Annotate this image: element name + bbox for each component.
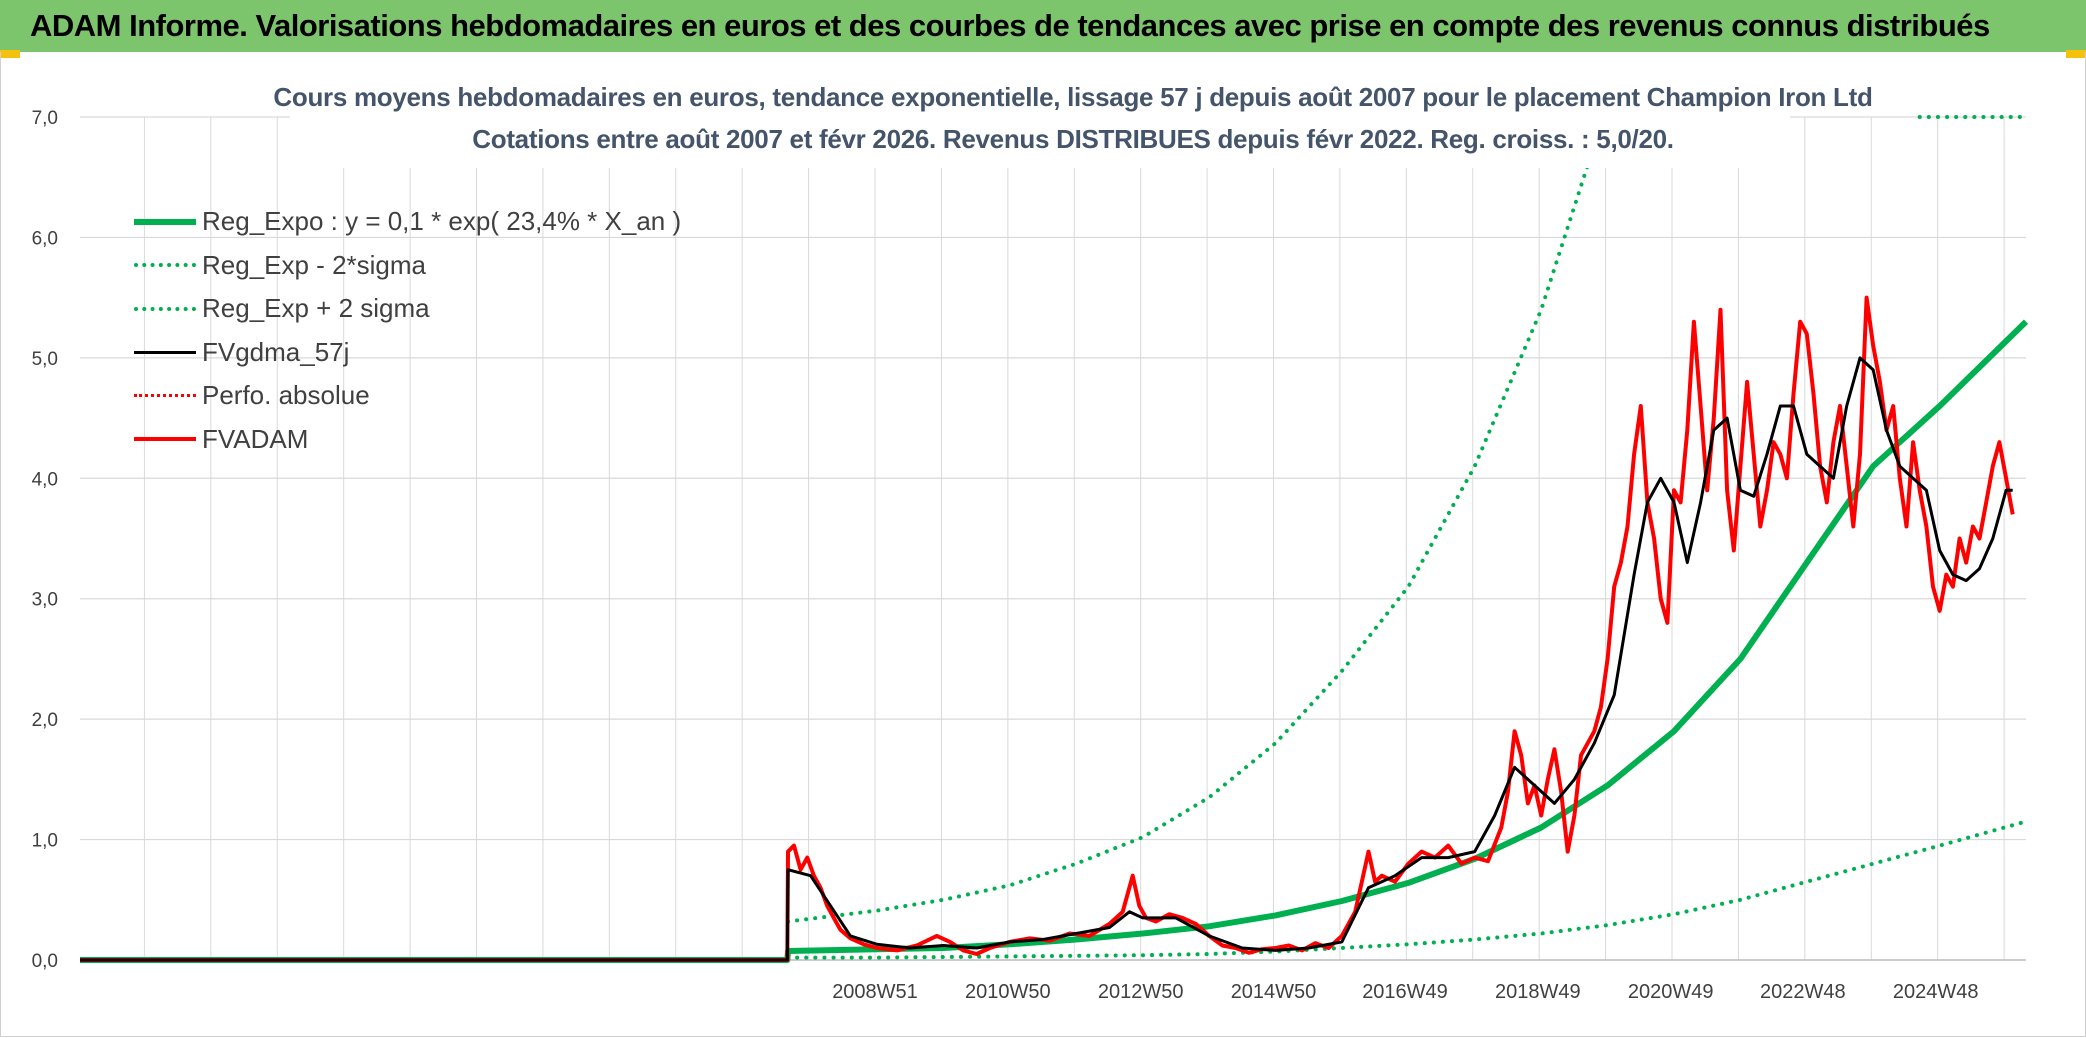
- y-tick-label: 5,0: [32, 349, 58, 370]
- x-tick-label: 2016W49: [1362, 981, 1448, 1003]
- legend-swatch: [134, 437, 196, 442]
- series-line-4: [80, 356, 2013, 962]
- legend-item: Perfo. absolue: [134, 374, 681, 418]
- y-tick-label: 3,0: [32, 590, 58, 611]
- corner-mark-right: [2066, 50, 2086, 58]
- x-tick-label: 2018W49: [1495, 981, 1581, 1003]
- x-tick-label: 2008W51: [832, 981, 918, 1003]
- legend-swatch: [134, 218, 196, 225]
- legend-swatch: [134, 350, 196, 354]
- y-tick-label: 6,0: [32, 228, 58, 249]
- x-tick-label: 2024W48: [1893, 981, 1979, 1003]
- legend-label: Reg_Exp + 2 sigma: [202, 293, 430, 324]
- y-tick-label: 1,0: [32, 831, 58, 852]
- legend-swatch: [134, 306, 196, 311]
- legend-swatch: [134, 263, 196, 268]
- legend-swatch: [134, 394, 196, 398]
- series-line-2: [786, 163, 1590, 924]
- header-title: ADAM Informe. Valorisations hebdomadaire…: [30, 8, 1990, 43]
- x-tick-label: 2020W49: [1628, 981, 1714, 1003]
- chart-legend: Reg_Expo : y = 0,1 * exp( 23,4% * X_an )…: [134, 200, 681, 461]
- series-lines: [80, 115, 2029, 963]
- legend-item: FVgdma_57j: [134, 331, 681, 375]
- chart-subtitle: Cotations entre août 2007 et févr 2026. …: [472, 124, 1674, 154]
- x-tick-label: 2012W50: [1098, 981, 1184, 1003]
- y-tick-label: 4,0: [32, 469, 58, 490]
- header-bar: ADAM Informe. Valorisations hebdomadaire…: [0, 0, 2086, 52]
- legend-item: Reg_Expo : y = 0,1 * exp( 23,4% * X_an ): [134, 200, 681, 244]
- legend-label: FVADAM: [202, 423, 309, 454]
- x-tick-label: 2014W50: [1231, 981, 1317, 1003]
- legend-item: FVADAM: [134, 418, 681, 462]
- axis-ticks: 0,0 1,0 2,0 3,0 4,0 5,0 6,0 7,0 2008W51 2010W50 20…: [32, 108, 1979, 1003]
- title-backdrop: [290, 78, 1790, 168]
- corner-mark-left: [0, 50, 20, 58]
- y-tick-label: 0,0: [32, 951, 58, 972]
- legend-item: Reg_Exp + 2 sigma: [134, 287, 681, 331]
- y-tick-label: 2,0: [32, 710, 58, 731]
- chart-title: Cours moyens hebdomadaires en euros, ten…: [273, 82, 1873, 112]
- legend-label: Reg_Exp - 2*sigma: [202, 249, 426, 280]
- x-tick-label: 2010W50: [965, 981, 1051, 1003]
- legend-label: Reg_Expo : y = 0,1 * exp( 23,4% * X_an ): [202, 206, 682, 237]
- legend-label: FVgdma_57j: [202, 336, 350, 367]
- x-tick-label: 2022W48: [1760, 981, 1846, 1003]
- series-line-1: [786, 819, 2028, 960]
- legend-item: Reg_Exp - 2*sigma: [134, 244, 681, 288]
- legend-label: Perfo. absolue: [202, 380, 370, 411]
- y-tick-label: 7,0: [32, 108, 58, 129]
